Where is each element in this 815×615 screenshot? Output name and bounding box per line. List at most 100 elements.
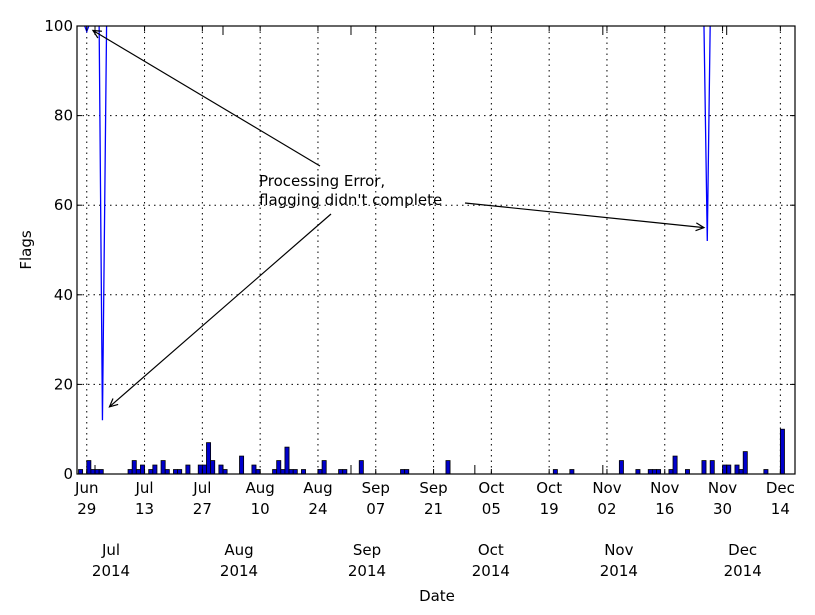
x-major-month: Oct [478, 541, 504, 559]
y-tick-label: 20 [54, 375, 73, 393]
bar [160, 460, 166, 475]
bar [779, 428, 785, 475]
y-tick-label: 0 [63, 465, 73, 483]
y-tick-label: 80 [54, 107, 73, 125]
x-tick-day: 19 [540, 500, 559, 518]
anomaly-line [84, 26, 90, 34]
bar [358, 460, 364, 475]
bar [668, 469, 674, 475]
x-tick-month: Aug [303, 479, 332, 497]
grid-lines [77, 25, 795, 475]
x-tick-day: 14 [771, 500, 790, 518]
bar [400, 469, 406, 475]
x-major-month: Jul [101, 541, 120, 559]
bar [280, 469, 286, 475]
bar [90, 469, 96, 475]
bar [292, 469, 298, 475]
bar [672, 455, 678, 475]
y-axis-label: Flags [17, 230, 35, 270]
x-major-year: 2014 [600, 562, 638, 580]
plot-frame [76, 25, 796, 475]
x-major-month: Aug [224, 541, 253, 559]
annotation-processing-error: Processing Error,flagging didn't complet… [91, 29, 706, 408]
x-tick-month: Nov [592, 479, 621, 497]
annotation-arrow [109, 213, 332, 408]
bar [552, 469, 558, 475]
bar [78, 469, 84, 475]
bar [445, 460, 451, 475]
bar [284, 446, 290, 475]
bar [738, 469, 744, 475]
x-tick-month: Jun [74, 479, 98, 497]
x-tick-day: 07 [366, 500, 385, 518]
x-tick-month: Dec [766, 479, 795, 497]
x-tick-day: 16 [655, 500, 674, 518]
x-major-month: Nov [604, 541, 633, 559]
x-tick-day: 27 [193, 500, 212, 518]
bar [210, 460, 216, 475]
bar [569, 469, 575, 475]
bar [98, 469, 104, 475]
x-major-year: 2014 [348, 562, 386, 580]
y-tick-label: 40 [54, 286, 73, 304]
bar [135, 469, 141, 475]
bar [301, 469, 306, 475]
x-major-month: Dec [728, 541, 757, 559]
bar [722, 464, 728, 475]
x-tick-month: Aug [246, 479, 275, 497]
bar [272, 469, 278, 475]
x-tick-month: Oct [536, 479, 562, 497]
bar [342, 469, 348, 475]
bar [618, 460, 624, 475]
bar [251, 464, 257, 475]
x-axis-label: Date [419, 587, 455, 605]
arrowhead-icon [108, 398, 119, 408]
x-tick-day: 29 [77, 500, 96, 518]
x-tick-month: Nov [708, 479, 737, 497]
bar [197, 464, 203, 475]
anomaly-line [703, 26, 711, 242]
bar [206, 442, 212, 475]
y-axis-ticks: 0 20 40 60 80 100 [44, 17, 795, 483]
bar [763, 469, 769, 475]
x-tick-month: Sep [362, 479, 390, 497]
bar [94, 469, 100, 475]
x-axis-ticks: Jun 29 Jul 13 Jul 27 Aug 10 Aug 24 Sep 07 Sep 21 Oct 05… [74, 26, 795, 580]
x-tick-day: 21 [424, 500, 443, 518]
bar [152, 464, 158, 475]
bar [86, 460, 92, 475]
bar [726, 464, 732, 475]
bar [321, 460, 327, 475]
bar [338, 469, 344, 475]
bar [317, 469, 323, 475]
x-tick-month: Sep [419, 479, 447, 497]
annotation-arrow [92, 29, 321, 167]
bar [222, 469, 228, 475]
bar [185, 464, 191, 475]
bar [127, 469, 133, 475]
x-tick-day: 02 [597, 500, 616, 518]
x-tick-month: Jul [192, 479, 211, 497]
x-tick-day: 30 [713, 500, 732, 518]
y-tick-label: 100 [44, 17, 73, 35]
bar [276, 460, 282, 475]
x-tick-month: Oct [478, 479, 504, 497]
bar [255, 469, 261, 475]
anomaly-line [98, 26, 108, 421]
bar [140, 464, 145, 475]
x-tick-month: Nov [650, 479, 679, 497]
annotation-arrow [464, 202, 705, 229]
x-major-year: 2014 [472, 562, 510, 580]
bar [131, 460, 137, 475]
bar [177, 469, 183, 475]
bar [709, 460, 715, 475]
bar [148, 469, 154, 475]
bar [651, 469, 657, 475]
x-tick-day: 05 [482, 500, 501, 518]
arrowhead-icon [91, 29, 102, 39]
x-tick-day: 24 [308, 500, 327, 518]
x-tick-day: 10 [251, 500, 270, 518]
bar [201, 464, 207, 475]
x-major-year: 2014 [92, 562, 130, 580]
